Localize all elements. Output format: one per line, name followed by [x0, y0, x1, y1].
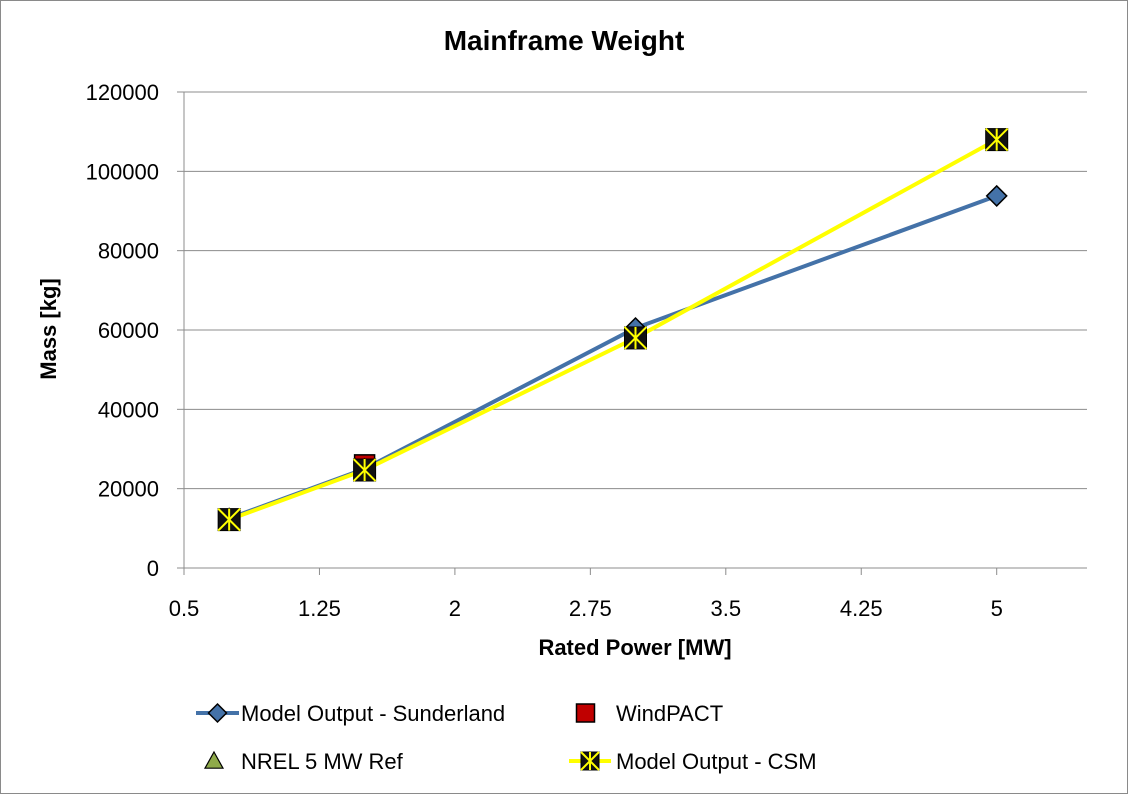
data-point [623, 326, 648, 350]
legend-label: NREL 5 MW Ref [241, 749, 404, 774]
axes [177, 91, 1087, 575]
series-line [228, 194, 998, 521]
x-tick-label: 2 [449, 596, 461, 621]
y-tick-label: 120000 [86, 80, 159, 105]
legend-marker [207, 702, 228, 724]
x-tick-label: 1.25 [298, 596, 341, 621]
data-point [984, 127, 1009, 152]
y-tick-labels: 0 20000 40000 60000 80000 100000 120000 [86, 80, 159, 581]
x-tick-label: 2.75 [569, 596, 612, 621]
data-point [217, 507, 241, 532]
y-tick-label: 0 [147, 556, 159, 581]
y-tick-label: 60000 [98, 318, 159, 343]
legend-label: Model Output - Sunderland [241, 701, 505, 726]
series-0 [218, 184, 1008, 530]
data-point [352, 458, 377, 482]
series-line [228, 137, 998, 522]
x-axis-title: Rated Power [MW] [538, 635, 731, 660]
y-tick-label: 80000 [98, 239, 159, 264]
legend-label: WindPACT [616, 701, 723, 726]
gridlines [184, 91, 1087, 490]
series-3 [217, 127, 1009, 532]
legend-item: NREL 5 MW Ref [203, 749, 404, 774]
series-layer [217, 127, 1009, 532]
x-tick-label: 0.5 [169, 596, 200, 621]
legend-marker [580, 751, 600, 771]
legend-item: Model Output - Sunderland [196, 701, 505, 726]
x-tick-label: 5 [991, 596, 1003, 621]
y-tick-label: 40000 [98, 397, 159, 422]
legend-marker [203, 750, 225, 769]
legend-item: Model Output - CSM [569, 749, 817, 774]
y-axis-title: Mass [kg] [36, 278, 61, 379]
data-point [985, 184, 1008, 207]
legend-marker [575, 703, 596, 723]
x-tick-label: 3.5 [711, 596, 742, 621]
y-tick-label: 100000 [86, 159, 159, 184]
x-tick-labels: 0.5 1.25 2 2.75 3.5 4.25 5 [169, 596, 1003, 621]
y-tick-label: 20000 [98, 477, 159, 502]
legend-item: WindPACT [575, 701, 723, 726]
x-tick-label: 4.25 [840, 596, 883, 621]
legend-label: Model Output - CSM [616, 749, 817, 774]
chart-title: Mainframe Weight [444, 25, 685, 56]
legend: Model Output - Sunderland WindPACT NREL 5 … [196, 701, 817, 774]
